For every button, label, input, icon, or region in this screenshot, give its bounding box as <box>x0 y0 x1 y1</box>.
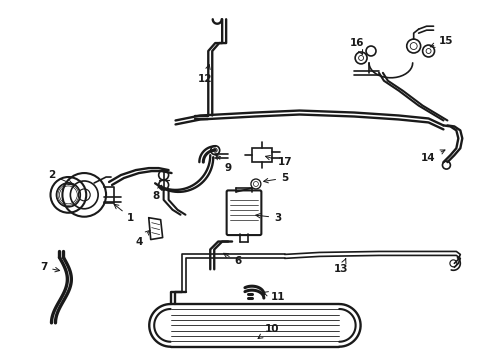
Text: 16: 16 <box>349 38 364 54</box>
Text: 9: 9 <box>215 155 231 173</box>
Text: 11: 11 <box>263 292 285 302</box>
Text: 13: 13 <box>333 259 348 274</box>
Circle shape <box>406 39 420 53</box>
Text: 10: 10 <box>258 324 279 338</box>
Text: 4: 4 <box>135 230 150 247</box>
Text: 7: 7 <box>40 262 60 272</box>
Text: 12: 12 <box>198 65 212 84</box>
FancyBboxPatch shape <box>226 190 261 235</box>
Text: 14: 14 <box>420 150 444 163</box>
Circle shape <box>354 52 366 64</box>
Bar <box>251 148 271 162</box>
Text: 15: 15 <box>429 36 453 48</box>
Text: 2: 2 <box>48 170 73 185</box>
Text: 5: 5 <box>263 173 288 183</box>
Text: 17: 17 <box>265 156 291 167</box>
Text: 8: 8 <box>152 185 162 201</box>
Text: 3: 3 <box>255 213 281 223</box>
Text: 6: 6 <box>223 253 241 266</box>
Circle shape <box>366 46 375 56</box>
Circle shape <box>422 45 434 57</box>
Text: 1: 1 <box>114 204 134 223</box>
